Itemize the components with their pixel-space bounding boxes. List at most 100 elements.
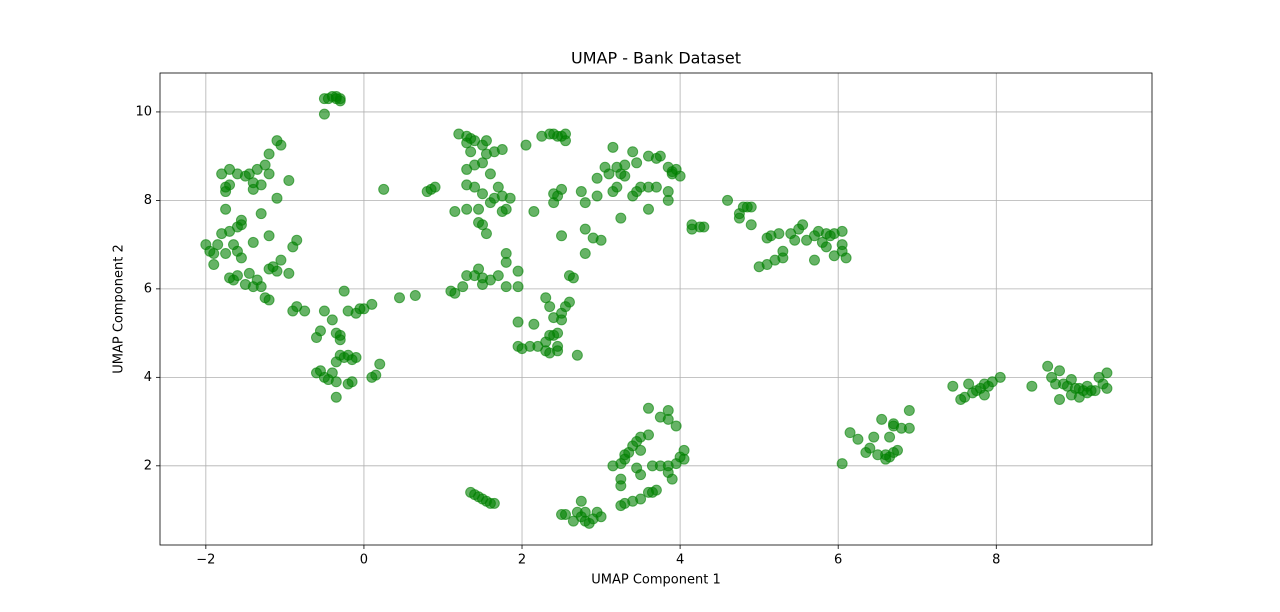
- point: [326, 314, 338, 326]
- point: [488, 497, 500, 509]
- point: [852, 433, 864, 445]
- point: [461, 137, 473, 149]
- point: [650, 484, 662, 496]
- point: [947, 380, 959, 392]
- point: [235, 252, 247, 264]
- point: [500, 203, 512, 215]
- point: [567, 272, 579, 284]
- point: [619, 453, 631, 465]
- point: [789, 234, 801, 246]
- point: [840, 252, 852, 264]
- point: [496, 144, 508, 156]
- point: [263, 148, 275, 160]
- point: [374, 358, 386, 370]
- point: [461, 203, 473, 215]
- point: [394, 292, 406, 304]
- point: [220, 186, 232, 198]
- point: [208, 259, 220, 271]
- point: [429, 181, 441, 193]
- point: [449, 205, 461, 217]
- point: [722, 194, 734, 206]
- point: [607, 141, 619, 153]
- point: [575, 186, 587, 198]
- point: [512, 281, 524, 293]
- point: [1065, 374, 1077, 386]
- chart-title: UMAP - Bank Dataset: [571, 49, 741, 68]
- point: [607, 186, 619, 198]
- point: [1101, 382, 1113, 394]
- point: [615, 480, 627, 492]
- point: [311, 332, 323, 344]
- point: [461, 163, 473, 175]
- point: [231, 270, 243, 282]
- point: [473, 203, 485, 215]
- point: [603, 168, 615, 180]
- x-tick-label: 8: [992, 553, 1000, 568]
- point: [544, 301, 556, 313]
- point: [457, 281, 469, 293]
- x-tick-label: −2: [196, 553, 215, 568]
- point: [556, 230, 568, 242]
- point: [243, 267, 255, 279]
- point: [243, 168, 255, 180]
- point: [255, 281, 267, 293]
- point: [773, 228, 785, 240]
- point: [220, 203, 232, 215]
- point: [836, 225, 848, 237]
- point: [263, 230, 275, 242]
- point: [492, 181, 504, 193]
- point: [512, 316, 524, 328]
- point: [330, 93, 342, 105]
- point: [338, 285, 350, 297]
- point: [548, 188, 560, 200]
- point: [212, 239, 224, 251]
- point: [552, 345, 564, 357]
- point: [200, 239, 212, 251]
- point: [654, 150, 666, 162]
- point: [350, 351, 362, 363]
- point: [627, 146, 639, 158]
- point: [559, 508, 571, 520]
- point: [461, 270, 473, 282]
- point: [275, 254, 287, 266]
- point: [635, 444, 647, 456]
- point: [1073, 382, 1085, 394]
- point: [263, 294, 275, 306]
- point: [868, 431, 880, 443]
- point: [326, 367, 338, 379]
- point: [836, 458, 848, 470]
- point: [642, 402, 654, 414]
- point: [540, 292, 552, 304]
- point: [528, 318, 540, 330]
- point: [220, 247, 232, 259]
- point: [263, 168, 275, 180]
- y-tick-label: 2: [144, 458, 152, 473]
- point: [318, 93, 330, 105]
- point: [820, 228, 832, 240]
- point: [876, 413, 888, 425]
- point: [255, 208, 267, 220]
- x-tick-label: 4: [676, 553, 684, 568]
- point: [484, 168, 496, 180]
- point: [318, 305, 330, 317]
- x-tick-label: 2: [518, 553, 526, 568]
- point: [291, 234, 303, 246]
- point: [820, 241, 832, 253]
- point: [591, 172, 603, 184]
- point: [662, 405, 674, 417]
- point: [476, 188, 488, 200]
- point: [978, 389, 990, 401]
- point: [888, 420, 900, 432]
- point: [512, 265, 524, 277]
- point: [864, 442, 876, 454]
- point: [271, 192, 283, 204]
- point: [283, 174, 295, 186]
- point: [1054, 393, 1066, 405]
- point: [318, 108, 330, 120]
- point: [619, 159, 631, 171]
- point: [678, 444, 690, 456]
- point: [591, 190, 603, 202]
- point: [366, 298, 378, 310]
- point: [1089, 385, 1101, 397]
